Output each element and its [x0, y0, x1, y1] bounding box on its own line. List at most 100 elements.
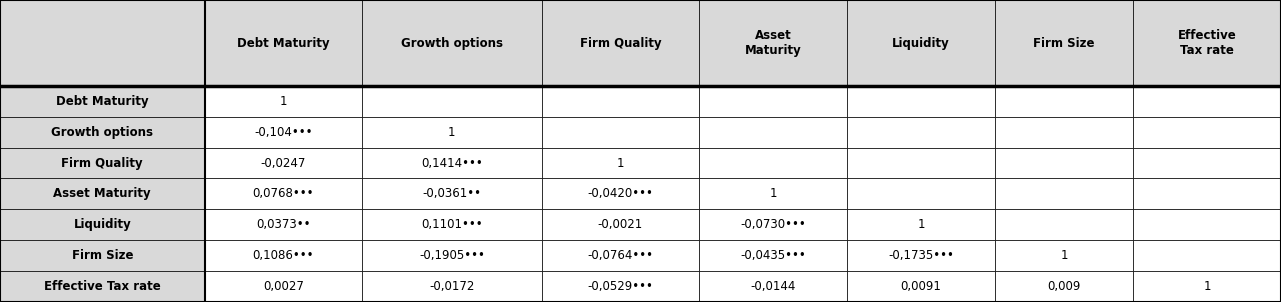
Text: Asset Maturity: Asset Maturity	[54, 187, 151, 201]
Bar	[699, 0, 847, 86]
Text: 0,1086•••: 0,1086•••	[252, 249, 314, 262]
Text: 0,0373••: 0,0373••	[256, 218, 310, 231]
Bar	[542, 178, 699, 209]
Text: Liquidity: Liquidity	[892, 37, 951, 50]
Bar	[542, 0, 699, 86]
Bar	[363, 86, 542, 117]
Bar	[699, 209, 847, 240]
Bar	[1134, 86, 1281, 117]
Bar	[542, 86, 699, 117]
Bar	[699, 178, 847, 209]
Bar	[995, 0, 1134, 86]
Text: 1: 1	[448, 126, 456, 139]
Text: -0,0247: -0,0247	[260, 156, 306, 170]
Bar	[0, 86, 205, 117]
Bar	[1134, 0, 1281, 86]
Bar	[0, 0, 205, 86]
Text: -0,0420•••: -0,0420•••	[588, 187, 653, 201]
Bar	[847, 148, 995, 178]
Bar	[363, 271, 542, 302]
Text: 0,1101•••: 0,1101•••	[421, 218, 483, 231]
Bar	[995, 86, 1134, 117]
Bar	[542, 117, 699, 148]
Text: Firm Size: Firm Size	[1034, 37, 1095, 50]
Text: 1: 1	[917, 218, 925, 231]
Bar	[542, 271, 699, 302]
Bar	[847, 86, 995, 117]
Bar	[699, 117, 847, 148]
Text: Firm Quality: Firm Quality	[61, 156, 143, 170]
Bar	[995, 271, 1134, 302]
Bar	[0, 209, 205, 240]
Bar	[995, 178, 1134, 209]
Bar	[0, 117, 205, 148]
Bar	[1134, 117, 1281, 148]
Bar	[205, 271, 363, 302]
Bar	[205, 86, 363, 117]
Text: Debt Maturity: Debt Maturity	[56, 95, 149, 108]
Bar	[363, 117, 542, 148]
Bar	[205, 209, 363, 240]
Text: Effective Tax rate: Effective Tax rate	[44, 280, 160, 293]
Text: 1: 1	[1203, 280, 1211, 293]
Text: 1: 1	[770, 187, 776, 201]
Text: 0,0091: 0,0091	[901, 280, 942, 293]
Text: 1: 1	[616, 156, 624, 170]
Bar	[363, 0, 542, 86]
Bar	[699, 240, 847, 271]
Bar	[1134, 240, 1281, 271]
Text: 0,0768•••: 0,0768•••	[252, 187, 314, 201]
Text: -0,0529•••: -0,0529•••	[588, 280, 653, 293]
Bar	[699, 271, 847, 302]
Text: -0,0764•••: -0,0764•••	[588, 249, 653, 262]
Text: 0,009: 0,009	[1048, 280, 1081, 293]
Bar	[205, 0, 363, 86]
Text: 0,0027: 0,0027	[263, 280, 304, 293]
Bar	[847, 240, 995, 271]
Bar	[542, 148, 699, 178]
Bar	[363, 148, 542, 178]
Text: -0,0361••: -0,0361••	[423, 187, 482, 201]
Bar	[205, 117, 363, 148]
Text: -0,0730•••: -0,0730•••	[740, 218, 806, 231]
Text: Growth options: Growth options	[401, 37, 503, 50]
Bar	[699, 86, 847, 117]
Text: -0,104•••: -0,104•••	[254, 126, 313, 139]
Bar	[205, 240, 363, 271]
Text: Asset
Maturity: Asset Maturity	[744, 29, 802, 57]
Bar	[205, 178, 363, 209]
Text: 1: 1	[1061, 249, 1068, 262]
Bar	[995, 117, 1134, 148]
Bar	[847, 271, 995, 302]
Bar	[0, 178, 205, 209]
Bar	[363, 240, 542, 271]
Bar	[0, 148, 205, 178]
Text: -0,0021: -0,0021	[598, 218, 643, 231]
Bar	[542, 240, 699, 271]
Bar	[995, 240, 1134, 271]
Bar	[847, 178, 995, 209]
Text: Effective
Tax rate: Effective Tax rate	[1177, 29, 1236, 57]
Text: Firm Quality: Firm Quality	[579, 37, 661, 50]
Bar	[995, 209, 1134, 240]
Text: -0,1735•••: -0,1735•••	[888, 249, 954, 262]
Text: -0,0435•••: -0,0435•••	[740, 249, 806, 262]
Bar	[1134, 148, 1281, 178]
Text: Growth options: Growth options	[51, 126, 154, 139]
Text: 1: 1	[279, 95, 287, 108]
Bar	[1134, 271, 1281, 302]
Text: 0,1414•••: 0,1414•••	[421, 156, 483, 170]
Text: Debt Maturity: Debt Maturity	[237, 37, 329, 50]
Bar	[1134, 209, 1281, 240]
Bar	[699, 148, 847, 178]
Bar	[363, 209, 542, 240]
Bar	[995, 148, 1134, 178]
Bar	[847, 0, 995, 86]
Bar	[0, 271, 205, 302]
Bar	[847, 117, 995, 148]
Text: -0,1905•••: -0,1905•••	[419, 249, 484, 262]
Text: -0,0172: -0,0172	[429, 280, 474, 293]
Text: Liquidity: Liquidity	[73, 218, 131, 231]
Text: Firm Size: Firm Size	[72, 249, 133, 262]
Text: -0,0144: -0,0144	[751, 280, 796, 293]
